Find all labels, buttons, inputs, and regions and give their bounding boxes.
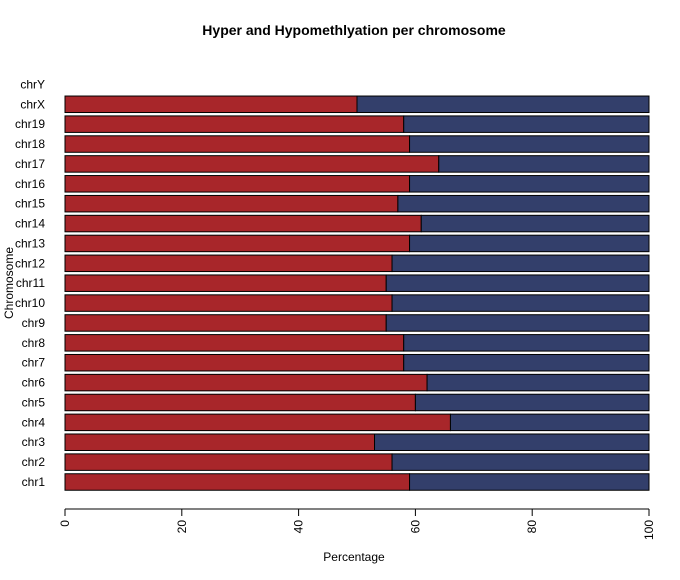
x-tick-label-100: 100	[642, 520, 656, 540]
bar-chr15-segment-1	[64, 194, 399, 213]
bar-chr3-segment-1	[64, 433, 376, 451]
bar-chr18-segment-2	[409, 135, 650, 153]
category-label-chr12: chr12	[15, 256, 45, 270]
x-tick-label-80: 80	[525, 520, 539, 534]
category-label-chr8: chr8	[22, 336, 46, 350]
bar-chr6-segment-1	[64, 373, 428, 392]
bar-chr8-segment-1	[64, 334, 405, 352]
x-tick-label-60: 60	[408, 520, 422, 534]
bar-chr7-segment-1	[64, 353, 405, 372]
bar-chr12-segment-2	[391, 254, 650, 273]
bar-chr13-segment-1	[64, 234, 411, 253]
bar-chr1-segment-2	[409, 473, 650, 491]
bar-chr4-segment-2	[449, 413, 650, 432]
category-label-chr1: chr1	[22, 475, 46, 489]
bar-chr2-segment-1	[64, 453, 393, 471]
bar-chr11-segment-2	[385, 274, 650, 292]
bar-chr12-segment-1	[64, 254, 393, 273]
bar-chr5-segment-1	[64, 393, 416, 412]
bar-chr17-segment-1	[64, 155, 440, 173]
y-axis-label: Chromosome	[2, 247, 16, 319]
x-axis-label: Percentage	[323, 550, 385, 564]
category-label-chr2: chr2	[22, 455, 46, 469]
category-label-chr19: chr19	[15, 117, 45, 131]
bar-chr16-segment-1	[64, 175, 411, 193]
bar-chr10-segment-1	[64, 294, 393, 312]
x-tick-label-40: 40	[292, 520, 306, 534]
bar-chr8-segment-2	[403, 334, 650, 352]
bar-chr9-segment-1	[64, 314, 387, 332]
bar-chr17-segment-2	[438, 155, 650, 173]
category-labels: chr1 chr2 chr3 chr4 chr5 chr6 chr7 chr8 chr9 chr1…	[15, 77, 45, 489]
bar-chr4-segment-1	[64, 413, 451, 432]
bar-chr14-segment-2	[420, 214, 650, 233]
category-label-chr11: chr11	[16, 276, 45, 290]
bar-chr13-segment-2	[409, 234, 650, 253]
bar-chr10-segment-2	[391, 294, 650, 312]
bar-chrX-segment-2	[356, 95, 650, 114]
category-label-chr4: chr4	[22, 415, 46, 429]
category-label-chr3: chr3	[22, 435, 46, 449]
chart-title: Hyper and Hypomethlyation per chromosome	[202, 22, 506, 38]
bar-chr1-segment-1	[64, 473, 411, 491]
bar-chr15-segment-2	[397, 194, 650, 213]
bar-chr11-segment-1	[64, 274, 387, 292]
category-label-chr7: chr7	[22, 356, 46, 370]
category-label-chr10: chr10	[15, 296, 45, 310]
x-tick-label-20: 20	[175, 520, 189, 534]
bar-chr9-segment-2	[385, 314, 650, 332]
x-axis: 0 20 40 60 80 100	[58, 508, 656, 540]
category-label-chrX: chrX	[20, 97, 45, 111]
bar-chr19-segment-1	[64, 115, 405, 133]
bar-chr14-segment-1	[64, 214, 422, 233]
bars-group	[64, 95, 650, 491]
bar-chr6-segment-2	[426, 373, 650, 392]
bar-chr5-segment-2	[414, 393, 650, 412]
category-label-chr17: chr17	[15, 157, 45, 171]
bar-chrX-segment-1	[64, 95, 358, 114]
bar-chr19-segment-2	[403, 115, 650, 133]
x-tick-label-0: 0	[58, 520, 72, 527]
bar-chr18-segment-1	[64, 135, 411, 153]
category-label-chr6: chr6	[22, 376, 46, 390]
bar-chr2-segment-2	[391, 453, 650, 471]
bar-chr16-segment-2	[409, 175, 650, 193]
category-label-chr14: chr14	[15, 217, 45, 231]
category-label-chr16: chr16	[15, 177, 45, 191]
category-label-chr18: chr18	[15, 137, 45, 151]
category-label-chrY: chrY	[20, 77, 45, 91]
category-label-chr9: chr9	[22, 316, 46, 330]
category-label-chr13: chr13	[15, 236, 45, 250]
category-label-chr15: chr15	[15, 197, 45, 211]
category-label-chr5: chr5	[22, 395, 46, 409]
bar-chr3-segment-2	[374, 433, 650, 451]
bar-chr7-segment-2	[403, 353, 650, 372]
